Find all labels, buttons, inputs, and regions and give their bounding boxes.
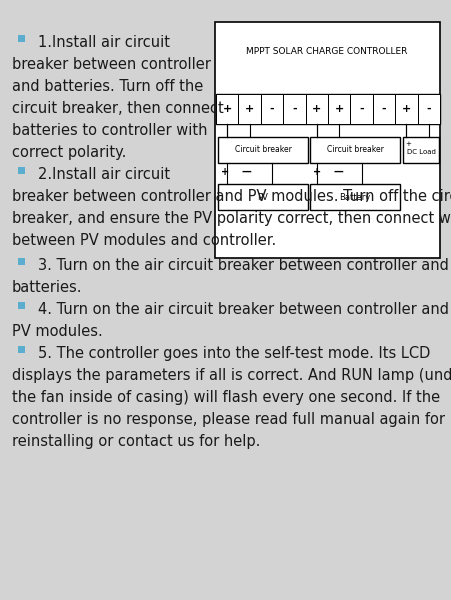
Bar: [350, 94, 373, 124]
Bar: [310, 137, 400, 163]
Text: breaker between controller and PV modules. Turn off the circuit: breaker between controller and PV module…: [12, 189, 451, 204]
Text: DC Load: DC Load: [406, 149, 435, 155]
Bar: [283, 94, 306, 124]
Bar: [216, 94, 440, 124]
Text: controller is no response, please read full manual again for: controller is no response, please read f…: [12, 412, 445, 427]
Text: +: +: [402, 104, 411, 114]
Bar: [215, 22, 440, 258]
Bar: [261, 94, 283, 124]
Text: 3. Turn on the air circuit breaker between controller and: 3. Turn on the air circuit breaker betwe…: [38, 258, 449, 273]
Text: -: -: [359, 104, 364, 114]
Bar: [18, 302, 25, 309]
Bar: [18, 258, 25, 265]
Bar: [216, 94, 239, 124]
Text: and batteries. Turn off the: and batteries. Turn off the: [12, 79, 203, 94]
Bar: [403, 137, 439, 163]
Text: Circuit breaker: Circuit breaker: [327, 145, 383, 154]
Text: MPPT SOLAR CHARGE CONTROLLER: MPPT SOLAR CHARGE CONTROLLER: [246, 47, 408, 56]
Text: +: +: [245, 104, 254, 114]
Text: Circuit breaker: Circuit breaker: [235, 145, 291, 154]
Text: between PV modules and controller.: between PV modules and controller.: [12, 233, 276, 248]
Bar: [373, 94, 395, 124]
Text: batteries.: batteries.: [12, 280, 83, 295]
Text: reinstalling or contact us for help.: reinstalling or contact us for help.: [12, 434, 260, 449]
Bar: [18, 346, 25, 353]
Text: +: +: [313, 167, 321, 177]
Bar: [310, 184, 400, 210]
Text: +: +: [405, 141, 411, 147]
Bar: [328, 94, 350, 124]
Text: +: +: [221, 167, 229, 177]
Text: 5. The controller goes into the self-test mode. Its LCD: 5. The controller goes into the self-tes…: [38, 346, 430, 361]
Text: +: +: [335, 104, 344, 114]
Bar: [18, 167, 25, 174]
Bar: [306, 94, 328, 124]
Bar: [218, 137, 308, 163]
Text: -: -: [427, 104, 431, 114]
Text: -: -: [382, 104, 387, 114]
Text: breaker between controller: breaker between controller: [12, 57, 211, 72]
Text: Battery: Battery: [339, 193, 371, 202]
Text: PV: PV: [258, 193, 268, 202]
Text: batteries to controller with: batteries to controller with: [12, 123, 207, 138]
Text: displays the parameters if all is correct. And RUN lamp (under: displays the parameters if all is correc…: [12, 368, 451, 383]
Bar: [218, 184, 308, 210]
Text: +: +: [223, 104, 232, 114]
Text: PV modules.: PV modules.: [12, 324, 103, 339]
Bar: [395, 94, 418, 124]
Text: circuit breaker, then connect: circuit breaker, then connect: [12, 101, 224, 116]
Text: breaker, and ensure the PV polarity correct, then connect wires: breaker, and ensure the PV polarity corr…: [12, 211, 451, 226]
Text: 1.Install air circuit: 1.Install air circuit: [38, 35, 170, 50]
Text: —: —: [333, 167, 343, 177]
Bar: [239, 94, 261, 124]
Text: +: +: [312, 104, 322, 114]
Text: —: —: [241, 167, 251, 177]
Text: correct polarity.: correct polarity.: [12, 145, 126, 160]
Text: 4. Turn on the air circuit breaker between controller and: 4. Turn on the air circuit breaker betwe…: [38, 302, 449, 317]
Bar: [418, 94, 440, 124]
Text: -: -: [270, 104, 274, 114]
Bar: [18, 35, 25, 42]
Text: 2.Install air circuit: 2.Install air circuit: [38, 167, 170, 182]
Text: the fan inside of casing) will flash every one second. If the: the fan inside of casing) will flash eve…: [12, 390, 440, 405]
Text: -: -: [292, 104, 297, 114]
